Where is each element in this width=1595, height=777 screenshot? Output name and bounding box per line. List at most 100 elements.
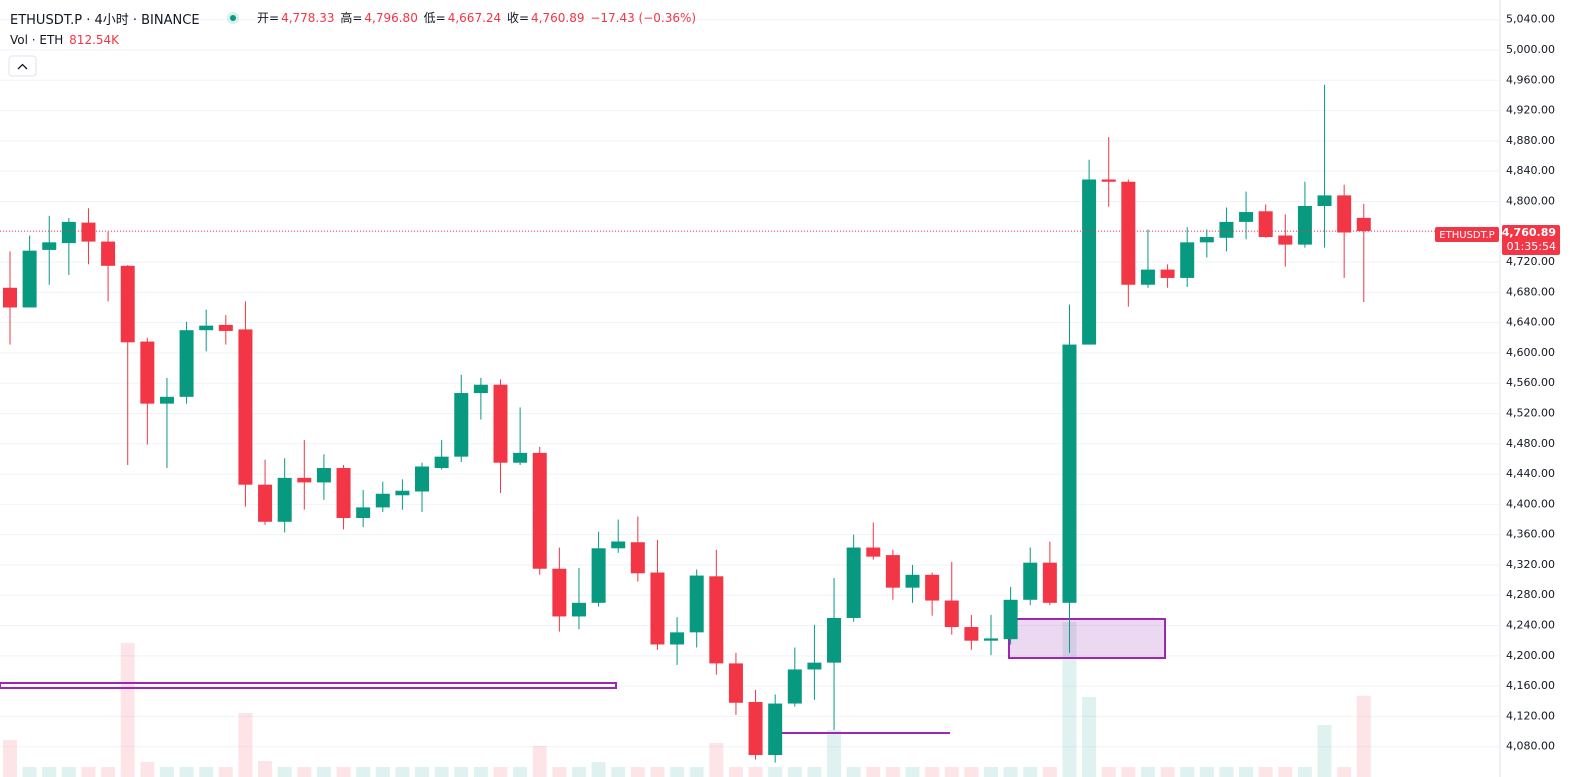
volume-bar	[1042, 767, 1057, 777]
volume-bar	[1219, 767, 1234, 777]
y-tick-label: 4,840.00	[1506, 164, 1555, 177]
candle-body	[238, 329, 253, 485]
y-tick-label: 4,680.00	[1506, 285, 1555, 298]
volume-bar	[22, 767, 37, 777]
high-value: 4,796.80	[364, 11, 418, 25]
candle-body	[591, 548, 606, 603]
symbol-tag	[1435, 227, 1499, 242]
candle-body	[277, 477, 292, 522]
volume-bar	[277, 767, 292, 777]
volume-bar	[238, 713, 253, 777]
candle-body	[748, 702, 763, 756]
volume-bar	[42, 767, 57, 777]
volume-bar	[1278, 767, 1293, 777]
candle-body	[571, 602, 586, 617]
candle-body	[650, 572, 665, 645]
candle-body	[925, 574, 940, 601]
volume-bar	[944, 767, 959, 777]
candle-body	[611, 541, 626, 549]
volume-bar	[1239, 767, 1254, 777]
candle-body	[297, 477, 312, 483]
volume-bar	[984, 767, 998, 777]
candle-body	[964, 627, 979, 641]
volume-bar	[140, 762, 155, 777]
y-tick-label: 4,800.00	[1506, 194, 1555, 207]
open-value: 4,778.33	[281, 11, 335, 25]
candle-body	[1121, 181, 1136, 285]
candle-body	[885, 555, 900, 588]
y-tick-label: 4,320.00	[1506, 558, 1555, 571]
candle-body	[944, 600, 959, 628]
candle-body	[768, 703, 783, 756]
candle-body	[375, 493, 390, 508]
candle-body	[179, 330, 194, 397]
volume-bar	[120, 643, 135, 777]
volume-bar	[159, 767, 174, 777]
candle-body	[1356, 217, 1371, 232]
candle-body	[493, 384, 508, 463]
volume-bar	[3, 740, 17, 777]
volume-bar	[1317, 725, 1332, 777]
price-tag	[1502, 225, 1560, 255]
volume-bar	[1003, 767, 1018, 777]
candle-body	[258, 484, 273, 522]
price-axis: 4,080.00 4,120.00 4,160.00 4,200.00 4,240.00…	[1506, 13, 1555, 753]
low-value: 4,667.24	[447, 11, 502, 25]
close-value: 4,760.89	[531, 11, 585, 25]
volume-pane	[3, 622, 1371, 777]
candle-body	[101, 241, 116, 266]
volume-bar	[905, 767, 920, 777]
candle-body	[866, 547, 881, 557]
candle-body	[1101, 179, 1116, 182]
ohlc-row: 开= 4,778.33 高= 4,796.80 低= 4,667.24 收= 4,760…	[257, 9, 698, 26]
volume-bar	[356, 767, 371, 777]
y-tick-label: 4,440.00	[1506, 467, 1555, 480]
candle-body	[905, 574, 920, 588]
candle-body	[1199, 237, 1214, 243]
candle-body	[356, 507, 371, 518]
volume-bar	[1199, 767, 1214, 777]
candle-body	[61, 221, 76, 244]
volume-bar	[395, 767, 410, 777]
volume-bar	[218, 767, 233, 777]
volume-bar	[1356, 695, 1371, 777]
candle-body	[159, 396, 174, 404]
volume-bar	[493, 767, 508, 777]
y-tick-label: 5,000.00	[1506, 43, 1555, 56]
volume-bar	[552, 767, 567, 777]
candle-body	[630, 542, 645, 574]
status-dot	[230, 15, 236, 21]
y-tick-label: 4,560.00	[1506, 376, 1555, 389]
volume-bar	[532, 746, 547, 777]
candle-body	[1239, 212, 1254, 222]
y-tick-label: 4,400.00	[1506, 497, 1555, 510]
candle-body	[513, 452, 528, 463]
volume-title: Vol · ETH	[10, 33, 64, 47]
volume-bar	[375, 767, 390, 777]
grid	[0, 19, 1500, 748]
volume-bar	[179, 767, 194, 777]
volume-bar	[81, 767, 96, 777]
price-label: ETHUSDT.P 4,760.89 01:35:54	[1435, 225, 1560, 255]
low-label: 低=	[423, 11, 446, 25]
volume-bar	[454, 767, 469, 777]
y-tick-label: 4,600.00	[1506, 346, 1555, 359]
candle-body	[1219, 221, 1234, 238]
volume-bar	[316, 767, 331, 777]
volume-bar	[1023, 767, 1038, 777]
candle-body	[199, 325, 214, 331]
price-tag-text: 4,760.89	[1502, 226, 1556, 239]
volume-bar	[1297, 767, 1312, 777]
volume-value: 812.54K	[69, 33, 120, 47]
close-label: 收=	[506, 11, 530, 25]
volume-bar	[336, 767, 351, 777]
volume-bar	[1062, 622, 1077, 777]
volume-bar	[1140, 767, 1155, 777]
candle-body	[1140, 269, 1155, 285]
collapse-button[interactable]	[8, 55, 37, 77]
countdown: 01:35:54	[1507, 240, 1556, 253]
drawing-band	[0, 682, 617, 689]
candle-body	[395, 490, 410, 496]
volume-bar	[513, 767, 528, 777]
